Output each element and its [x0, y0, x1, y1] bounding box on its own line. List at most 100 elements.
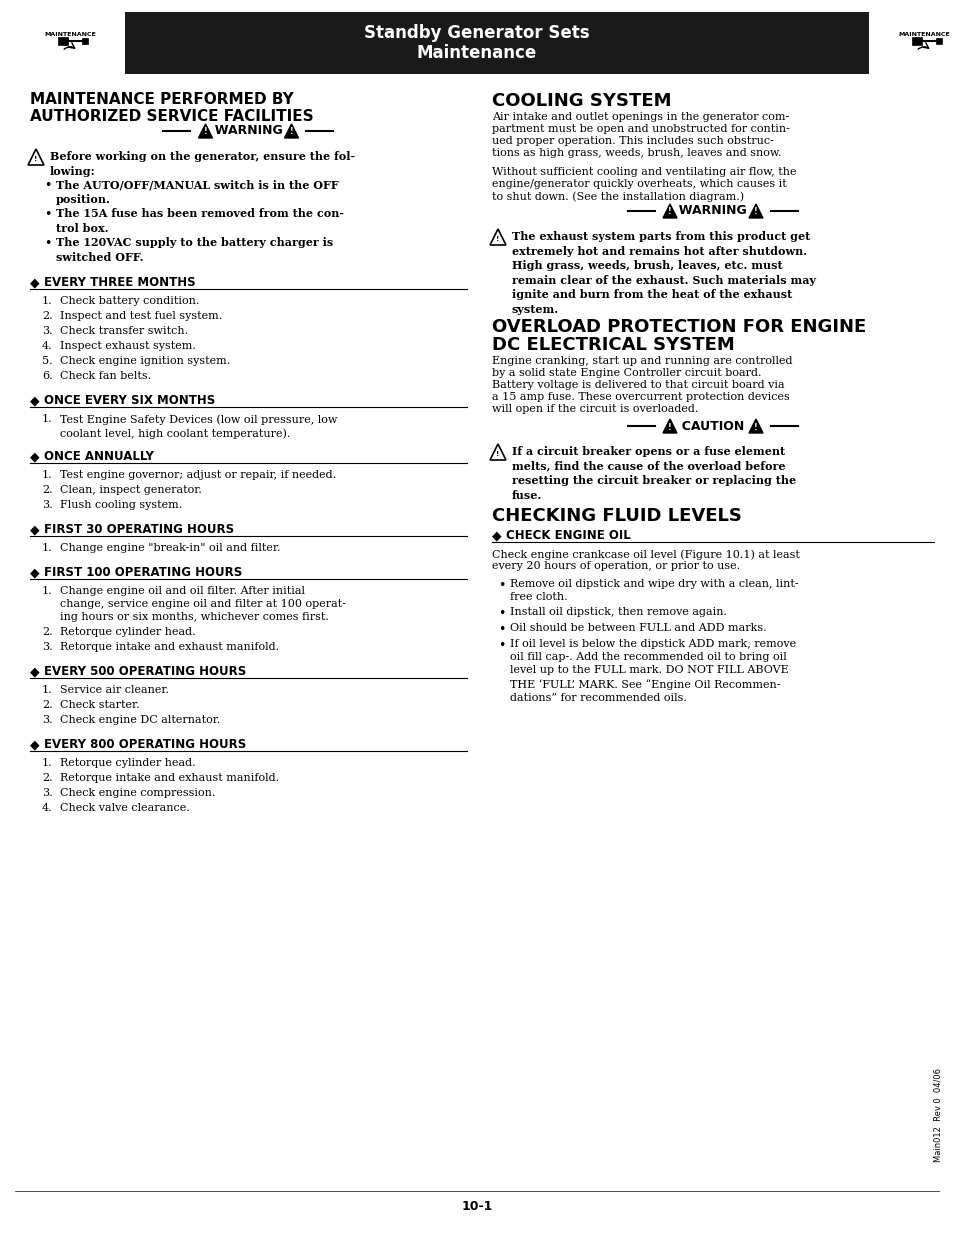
- Polygon shape: [748, 204, 762, 219]
- Text: Test Engine Safety Devices (low oil pressure, low
coolant level, high coolant te: Test Engine Safety Devices (low oil pres…: [60, 414, 337, 438]
- Text: 1.: 1.: [42, 471, 52, 480]
- Text: 1.: 1.: [42, 296, 52, 306]
- Text: Clean, inspect generator.: Clean, inspect generator.: [60, 485, 202, 495]
- Text: Change engine oil and oil filter. After initial
change, service engine oil and f: Change engine oil and oil filter. After …: [60, 585, 346, 622]
- Bar: [82, 38, 88, 44]
- Text: •: •: [44, 207, 51, 221]
- Text: 2.: 2.: [42, 773, 52, 783]
- Bar: [911, 37, 921, 44]
- Text: ued proper operation. This includes such obstruc-: ued proper operation. This includes such…: [492, 136, 773, 146]
- Text: OVERLOAD PROTECTION FOR ENGINE: OVERLOAD PROTECTION FOR ENGINE: [492, 317, 865, 336]
- Text: •: •: [497, 638, 505, 652]
- Text: If oil level is below the dipstick ADD mark, remove
oil fill cap-. Add the recom: If oil level is below the dipstick ADD m…: [510, 638, 796, 703]
- Text: The exhaust system parts from this product get
extremely hot and remains hot aft: The exhaust system parts from this produ…: [512, 231, 815, 315]
- Text: ◆: ◆: [30, 664, 40, 678]
- Text: Maintenance: Maintenance: [416, 44, 537, 62]
- Text: 2.: 2.: [42, 627, 52, 637]
- Polygon shape: [662, 419, 677, 433]
- Text: 10-1: 10-1: [461, 1200, 492, 1214]
- Text: !: !: [496, 451, 499, 457]
- Text: Check fan belts.: Check fan belts.: [60, 370, 151, 382]
- Text: 2.: 2.: [42, 485, 52, 495]
- Polygon shape: [662, 204, 677, 219]
- Text: MAINTENANCE: MAINTENANCE: [897, 32, 949, 37]
- Polygon shape: [748, 419, 762, 433]
- Text: Install oil dipstick, then remove again.: Install oil dipstick, then remove again.: [510, 606, 726, 618]
- Text: 2.: 2.: [42, 311, 52, 321]
- Text: 3.: 3.: [42, 326, 52, 336]
- Text: Standby Generator Sets: Standby Generator Sets: [364, 23, 589, 42]
- Text: a 15 amp fuse. These overcurrent protection devices: a 15 amp fuse. These overcurrent protect…: [492, 391, 789, 403]
- Text: ◆: ◆: [30, 394, 40, 408]
- Text: !: !: [667, 422, 671, 431]
- Text: Check engine compression.: Check engine compression.: [60, 788, 215, 798]
- Text: The 120VAC supply to the battery charger is
switched OFF.: The 120VAC supply to the battery charger…: [56, 237, 333, 263]
- Bar: [935, 38, 941, 44]
- Text: ◆: ◆: [492, 529, 501, 542]
- Text: Retorque intake and exhaust manifold.: Retorque intake and exhaust manifold.: [60, 642, 279, 652]
- Text: CAUTION: CAUTION: [672, 420, 752, 432]
- Text: ◆: ◆: [30, 566, 40, 579]
- Text: Remove oil dipstick and wipe dry with a clean, lint-
free cloth.: Remove oil dipstick and wipe dry with a …: [510, 579, 798, 603]
- Text: WARNING: WARNING: [670, 205, 755, 217]
- Text: ◆: ◆: [30, 739, 40, 751]
- Text: 3.: 3.: [42, 500, 52, 510]
- Text: 3.: 3.: [42, 788, 52, 798]
- Text: !: !: [754, 207, 757, 216]
- Text: Retorque cylinder head.: Retorque cylinder head.: [60, 758, 195, 768]
- Text: Before working on the generator, ensure the fol-
lowing:: Before working on the generator, ensure …: [50, 151, 355, 177]
- Text: The AUTO/OFF/MANUAL switch is in the OFF
position.: The AUTO/OFF/MANUAL switch is in the OFF…: [56, 179, 338, 205]
- Text: ◆: ◆: [30, 275, 40, 289]
- Text: The 15A fuse has been removed from the con-
trol box.: The 15A fuse has been removed from the c…: [56, 207, 344, 233]
- Text: 1.: 1.: [42, 685, 52, 695]
- Text: •: •: [497, 606, 505, 620]
- Text: DC ELECTRICAL SYSTEM: DC ELECTRICAL SYSTEM: [492, 336, 734, 354]
- Polygon shape: [198, 124, 213, 138]
- Text: Without sufficient cooling and ventilating air flow, the: Without sufficient cooling and ventilati…: [492, 167, 796, 177]
- Text: Retorque intake and exhaust manifold.: Retorque intake and exhaust manifold.: [60, 773, 279, 783]
- Text: •: •: [497, 622, 505, 636]
- Text: 1.: 1.: [42, 758, 52, 768]
- Text: !: !: [496, 236, 499, 242]
- Text: EVERY THREE MONTHS: EVERY THREE MONTHS: [44, 275, 195, 289]
- Polygon shape: [284, 124, 298, 138]
- Text: Test engine governor; adjust or repair, if needed.: Test engine governor; adjust or repair, …: [60, 471, 335, 480]
- Text: 3.: 3.: [42, 715, 52, 725]
- Text: EVERY 800 OPERATING HOURS: EVERY 800 OPERATING HOURS: [44, 739, 246, 751]
- Text: Oil should be between FULL and ADD marks.: Oil should be between FULL and ADD marks…: [510, 622, 766, 634]
- Text: Check starter.: Check starter.: [60, 700, 139, 710]
- Text: 6.: 6.: [42, 370, 52, 382]
- Text: 2.: 2.: [42, 700, 52, 710]
- Text: 4.: 4.: [42, 341, 52, 351]
- Text: will open if the circuit is overloaded.: will open if the circuit is overloaded.: [492, 404, 698, 414]
- Text: Check engine crankcase oil level (Figure 10.1) at least: Check engine crankcase oil level (Figure…: [492, 550, 799, 559]
- Text: 1.: 1.: [42, 543, 52, 553]
- Text: every 20 hours of operation, or prior to use.: every 20 hours of operation, or prior to…: [492, 561, 740, 571]
- Text: Service air cleaner.: Service air cleaner.: [60, 685, 169, 695]
- Text: WARNING: WARNING: [206, 125, 291, 137]
- Text: ◆: ◆: [30, 450, 40, 463]
- Text: !: !: [667, 207, 671, 216]
- Text: Flush cooling system.: Flush cooling system.: [60, 500, 182, 510]
- Text: If a circuit breaker opens or a fuse element
melts, find the cause of the overlo: If a circuit breaker opens or a fuse ele…: [512, 446, 796, 501]
- Text: 3.: 3.: [42, 642, 52, 652]
- Text: engine/generator quickly overheats, which causes it: engine/generator quickly overheats, whic…: [492, 179, 786, 189]
- Text: 1.: 1.: [42, 414, 52, 424]
- Text: •: •: [44, 237, 51, 249]
- Text: Inspect exhaust system.: Inspect exhaust system.: [60, 341, 195, 351]
- Text: tions as high grass, weeds, brush, leaves and snow.: tions as high grass, weeds, brush, leave…: [492, 148, 781, 158]
- Text: •: •: [44, 179, 51, 191]
- Text: Air intake and outlet openings in the generator com-: Air intake and outlet openings in the ge…: [492, 112, 788, 122]
- Text: Engine cranking, start up and running are controlled: Engine cranking, start up and running ar…: [492, 356, 792, 366]
- Text: partment must be open and unobstructed for contin-: partment must be open and unobstructed f…: [492, 124, 789, 135]
- Text: FIRST 30 OPERATING HOURS: FIRST 30 OPERATING HOURS: [44, 522, 233, 536]
- Text: !: !: [754, 422, 757, 431]
- Text: EVERY 500 OPERATING HOURS: EVERY 500 OPERATING HOURS: [44, 664, 246, 678]
- Bar: [15, 12, 938, 74]
- Text: Check engine DC alternator.: Check engine DC alternator.: [60, 715, 220, 725]
- Text: by a solid state Engine Controller circuit board.: by a solid state Engine Controller circu…: [492, 368, 760, 378]
- Bar: [868, 12, 953, 74]
- Text: !: !: [204, 127, 207, 137]
- Text: 1.: 1.: [42, 585, 52, 597]
- Text: !: !: [34, 156, 37, 162]
